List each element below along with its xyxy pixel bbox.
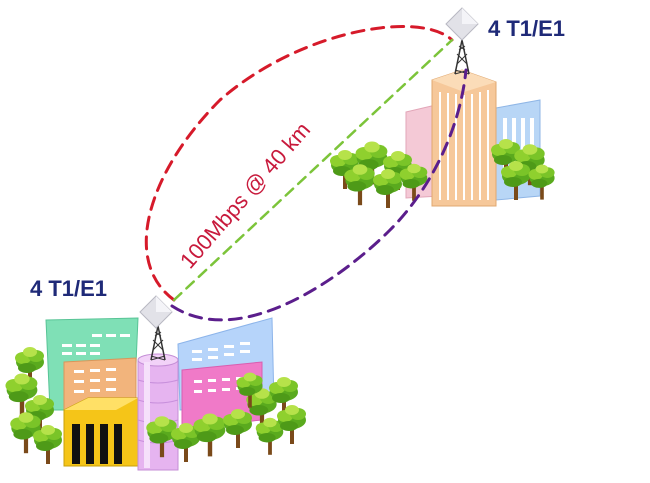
- local-site-label: 4 T1/E1: [30, 276, 108, 301]
- fresnel-zone-outer: [144, 25, 454, 302]
- fresnel-zone-inner: [170, 68, 468, 322]
- link-label: 100Mbps @ 40 km: [175, 117, 315, 273]
- line-of-sight: [172, 38, 454, 302]
- antenna-panel-icon: [139, 295, 173, 329]
- remote-site: [330, 7, 555, 208]
- local-site: [5, 295, 306, 471]
- antenna-panel-icon: [445, 7, 479, 41]
- remote-site-label: 4 T1/E1: [488, 16, 566, 41]
